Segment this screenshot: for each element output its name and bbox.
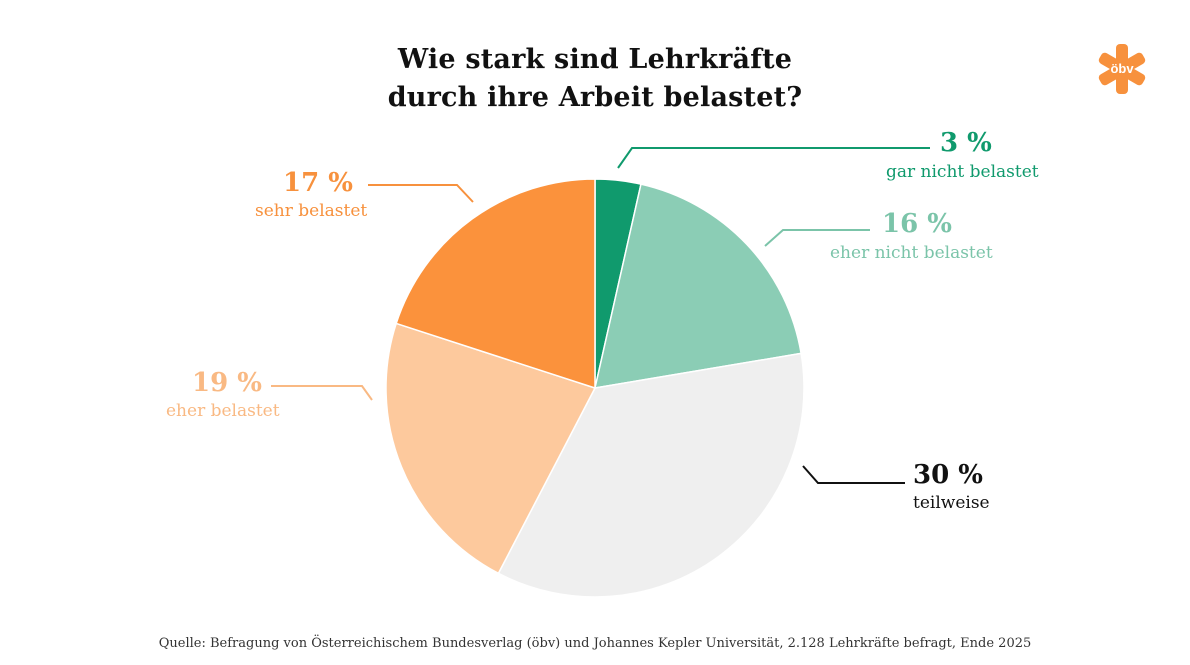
slice-label-teilweise: teilweise — [913, 493, 990, 513]
leader-line-eher-nicht-belastet — [764, 229, 870, 247]
chart-title-line-1: Wie stark sind Lehrkräfte — [397, 44, 793, 75]
leader-line-teilweise — [802, 465, 905, 484]
pie-slice-eher-belastet — [385, 322, 597, 575]
pie-slice-sehr-belastet — [395, 178, 596, 390]
leader-line-sehr-belastet — [368, 184, 474, 203]
slice-label-eher-nicht-belastet: eher nicht belastet — [830, 243, 993, 263]
leader-line-eher-belastet — [271, 385, 373, 401]
pie-slice-eher-nicht-belastet — [594, 183, 802, 389]
logo-text: öbv — [1110, 61, 1134, 76]
slice-label-sehr-belastet: sehr belastet — [255, 201, 368, 221]
leader-line-gar-nicht-belastet — [617, 147, 930, 169]
slice-value-gar-nicht-belastet: 3 % — [940, 128, 992, 158]
pie-slice-teilweise — [497, 352, 805, 598]
chart-title-line-2: durch ihre Arbeit belastet? — [387, 82, 803, 113]
slice-value-eher-belastet: 19 % — [192, 368, 262, 398]
slice-value-eher-nicht-belastet: 16 % — [882, 209, 952, 239]
source-note: Quelle: Befragung von Österreichischem B… — [158, 636, 1032, 651]
slice-label-eher-belastet: eher belastet — [166, 401, 280, 421]
slice-value-sehr-belastet: 17 % — [283, 168, 353, 198]
slice-label-gar-nicht-belastet: gar nicht belastet — [886, 162, 1039, 182]
obv-logo-icon: öbv — [1098, 44, 1146, 94]
slice-value-teilweise: 30 % — [913, 460, 983, 490]
